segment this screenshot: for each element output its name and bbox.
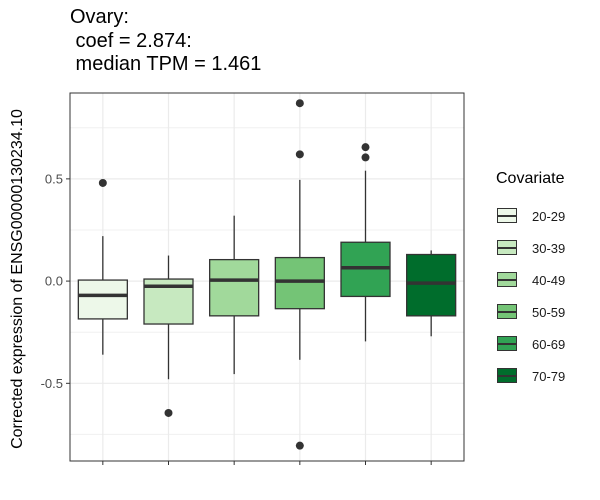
chart-title: Ovary: coef = 2.874: median TPM = 1.461 [70, 6, 261, 77]
title-line-3: median TPM = 1.461 [70, 53, 262, 75]
legend-key [496, 238, 518, 258]
legend-label: 30-39 [532, 240, 566, 256]
title-line-1: Ovary: [70, 6, 129, 28]
legend-median-line [497, 247, 517, 249]
legend-label: 40-49 [532, 272, 566, 288]
box-group-30-39 [143, 255, 194, 417]
box-group-40-49 [209, 215, 260, 375]
legend-key [496, 206, 518, 226]
y-tick-label: 0.5 [45, 171, 63, 186]
title-line-2: coef = 2.874: [70, 29, 192, 52]
legend-key [496, 366, 518, 386]
legend-label: 50-59 [532, 304, 566, 320]
y-tick-label: -0.5 [41, 376, 63, 391]
legend: Covariate 20-29 30-39 40-49 50-59 60-69 70-79 [496, 170, 565, 392]
box-group-50-59 [274, 99, 325, 450]
outlier-point [164, 408, 173, 417]
panel-border [69, 92, 465, 462]
legend-key [496, 302, 518, 322]
legend-key [496, 270, 518, 290]
y-tick-label: 0.0 [45, 274, 63, 289]
legend-median-line [497, 343, 517, 345]
legend-item: 40-49 [496, 264, 565, 296]
legend-title: Covariate [496, 170, 565, 187]
outlier-point [295, 150, 304, 159]
legend-label: 60-69 [532, 336, 566, 352]
outlier-point [361, 143, 370, 152]
legend-label: 70-79 [532, 368, 566, 384]
legend-median-line [497, 215, 517, 217]
legend-key [496, 334, 518, 354]
y-axis-label: Corrected expression of ENSG00000130234.… [9, 109, 26, 449]
legend-median-line [497, 375, 517, 377]
outlier-point [295, 99, 304, 108]
outlier-point [361, 153, 370, 162]
box-group-70-79 [406, 250, 457, 337]
plot-background [70, 93, 464, 461]
outlier-point [295, 441, 304, 450]
legend-item: 20-29 [496, 200, 565, 232]
box-group-20-29 [77, 178, 128, 355]
box-group-60-69 [340, 143, 391, 342]
outlier-point [98, 178, 107, 187]
box [77, 279, 128, 320]
box [274, 256, 325, 310]
legend-item: 70-79 [496, 360, 565, 392]
box [406, 253, 457, 317]
legend-item: 30-39 [496, 232, 565, 264]
legend-label: 20-29 [532, 208, 566, 224]
legend-item: 50-59 [496, 296, 565, 328]
legend-median-line [497, 279, 517, 281]
legend-item: 60-69 [496, 328, 565, 360]
legend-items: 20-29 30-39 40-49 50-59 60-69 70-79 [496, 200, 565, 392]
legend-median-line [497, 311, 517, 313]
box [209, 258, 260, 317]
